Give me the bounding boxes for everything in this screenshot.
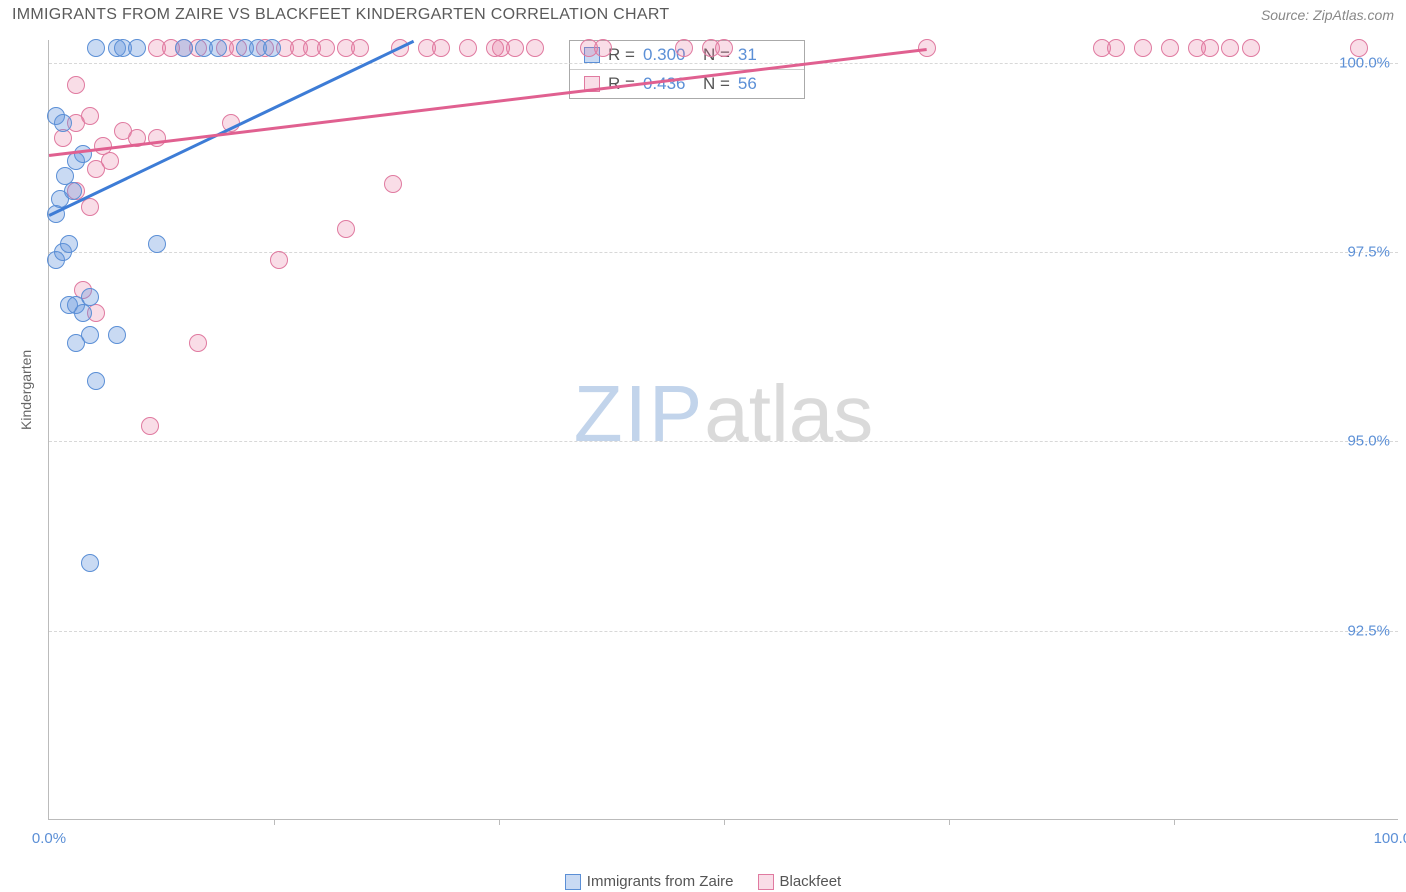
watermark-atlas: atlas xyxy=(704,369,873,458)
source-prefix: Source: xyxy=(1261,7,1313,23)
scatter-point-pink xyxy=(141,417,159,435)
gridline-horizontal xyxy=(49,252,1398,253)
scatter-point-pink xyxy=(918,39,936,57)
scatter-point-pink xyxy=(432,39,450,57)
series-legend: Immigrants from Zaire Blackfeet xyxy=(0,873,1406,890)
legend-pink-n: 56 xyxy=(738,74,790,94)
chart-plot-area: ZIPatlas R = 0.300 N = 31 R = 0.436 N = … xyxy=(48,40,1398,820)
scatter-point-blue xyxy=(54,114,72,132)
trend-line-blue xyxy=(48,40,414,216)
x-tick-mark xyxy=(724,819,725,825)
scatter-point-pink xyxy=(1221,39,1239,57)
scatter-point-blue xyxy=(263,39,281,57)
scatter-point-pink xyxy=(594,39,612,57)
x-tick-mark xyxy=(949,819,950,825)
legend-blue-label: Immigrants from Zaire xyxy=(587,873,734,890)
scatter-point-pink xyxy=(148,129,166,147)
scatter-point-pink xyxy=(675,39,693,57)
y-axis-label: Kindergarten xyxy=(18,350,34,430)
scatter-point-blue xyxy=(67,334,85,352)
watermark-zip: ZIP xyxy=(574,369,704,458)
y-tick-label: 92.5% xyxy=(1347,622,1390,639)
legend-swatch-pink-icon xyxy=(758,874,774,890)
scatter-point-blue xyxy=(64,182,82,200)
scatter-point-pink xyxy=(384,175,402,193)
legend-pink-label: Blackfeet xyxy=(780,873,842,890)
gridline-horizontal xyxy=(49,441,1398,442)
watermark: ZIPatlas xyxy=(574,368,873,460)
scatter-point-pink xyxy=(189,334,207,352)
y-tick-label: 95.0% xyxy=(1347,433,1390,450)
legend-item-blue: Immigrants from Zaire xyxy=(565,873,734,890)
scatter-point-blue xyxy=(74,145,92,163)
trend-line-pink xyxy=(49,48,927,157)
x-tick-mark xyxy=(499,819,500,825)
scatter-point-pink xyxy=(506,39,524,57)
source-attribution: Source: ZipAtlas.com xyxy=(1261,7,1394,23)
scatter-point-blue xyxy=(128,39,146,57)
scatter-point-blue xyxy=(175,39,193,57)
legend-swatch-blue-icon xyxy=(565,874,581,890)
chart-header: IMMIGRANTS FROM ZAIRE VS BLACKFEET KINDE… xyxy=(0,0,1406,26)
y-tick-label: 100.0% xyxy=(1339,54,1390,71)
scatter-point-pink xyxy=(270,251,288,269)
scatter-point-blue xyxy=(148,235,166,253)
scatter-point-pink xyxy=(351,39,369,57)
legend-row-pink: R = 0.436 N = 56 xyxy=(570,70,804,98)
scatter-point-blue xyxy=(60,235,78,253)
scatter-point-pink xyxy=(1161,39,1179,57)
source-name: ZipAtlas.com xyxy=(1313,7,1394,23)
scatter-point-blue xyxy=(81,554,99,572)
x-tick-mark xyxy=(274,819,275,825)
legend-item-pink: Blackfeet xyxy=(758,873,842,890)
scatter-point-blue xyxy=(74,304,92,322)
scatter-point-pink xyxy=(337,220,355,238)
chart-title: IMMIGRANTS FROM ZAIRE VS BLACKFEET KINDE… xyxy=(12,6,670,24)
x-tick-mark xyxy=(1174,819,1175,825)
scatter-point-pink xyxy=(1134,39,1152,57)
y-tick-label: 97.5% xyxy=(1347,244,1390,261)
scatter-point-blue xyxy=(87,39,105,57)
scatter-point-pink xyxy=(81,107,99,125)
x-tick-label: 100.0% xyxy=(1374,830,1406,847)
scatter-point-pink xyxy=(1201,39,1219,57)
gridline-horizontal xyxy=(49,631,1398,632)
scatter-point-pink xyxy=(1242,39,1260,57)
x-tick-label: 0.0% xyxy=(32,830,66,847)
scatter-point-pink xyxy=(459,39,477,57)
scatter-point-pink xyxy=(67,76,85,94)
scatter-point-pink xyxy=(715,39,733,57)
scatter-point-blue xyxy=(209,39,227,57)
scatter-point-pink xyxy=(317,39,335,57)
gridline-horizontal xyxy=(49,63,1398,64)
scatter-point-pink xyxy=(526,39,544,57)
scatter-point-pink xyxy=(1350,39,1368,57)
scatter-point-pink xyxy=(1107,39,1125,57)
scatter-point-blue xyxy=(108,326,126,344)
scatter-point-blue xyxy=(87,372,105,390)
